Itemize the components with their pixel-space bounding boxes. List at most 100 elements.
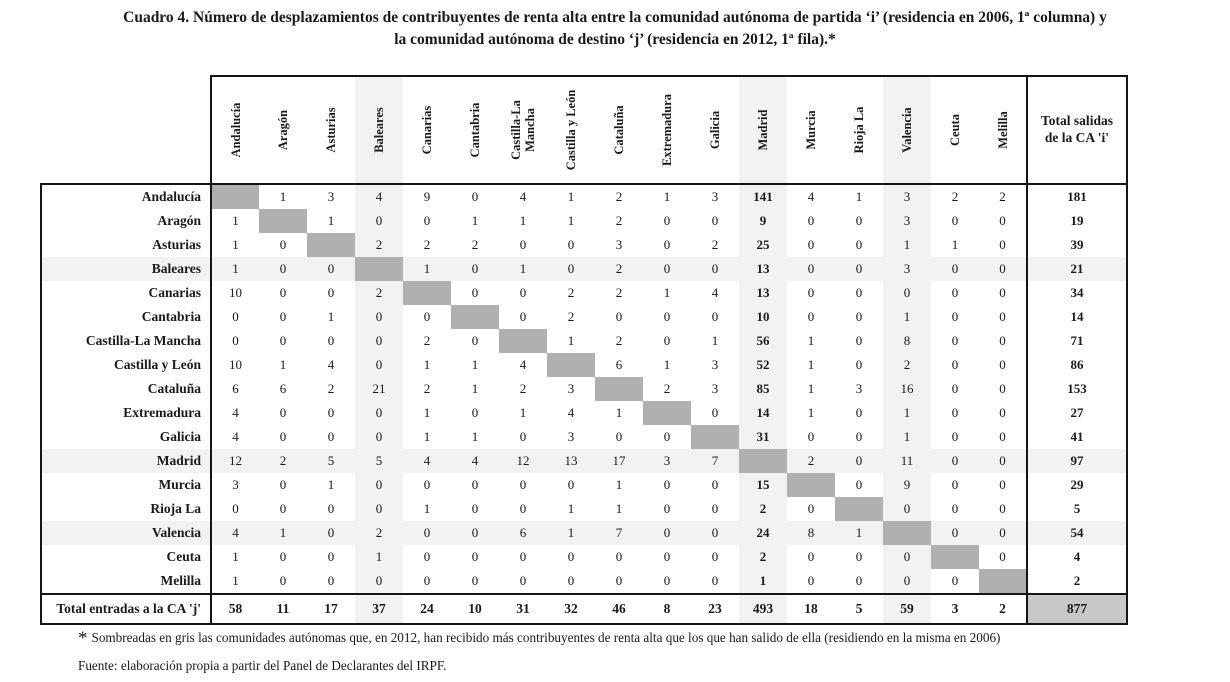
matrix-cell: 0 bbox=[663, 429, 671, 444]
matrix-cell: 1 bbox=[855, 189, 863, 204]
matrix-cell: 0 bbox=[327, 501, 335, 516]
matrix-cell: 0 bbox=[423, 477, 431, 492]
row-total-cell: 39 bbox=[1026, 233, 1128, 257]
table-row: Ceuta 1 0 0 1 0 0 0 0 0 0 0 2 0 0 0 0 4 bbox=[40, 545, 1128, 569]
matrix-cell: 0 bbox=[423, 309, 431, 324]
matrix-cell: 0 bbox=[547, 569, 595, 595]
matrix-cell: 0 bbox=[355, 401, 403, 425]
matrix-cell: 2 bbox=[951, 189, 959, 204]
matrix-cell: 10 bbox=[739, 305, 787, 329]
matrix-cell: 141 bbox=[739, 184, 787, 209]
matrix-cell: 2 bbox=[711, 237, 719, 252]
matrix-cell: 0 bbox=[931, 521, 979, 545]
matrix-cell: 0 bbox=[711, 477, 719, 492]
matrix-cell: 0 bbox=[951, 501, 959, 516]
table-caption-line1: Cuadro 4. Número de desplazamientos de c… bbox=[123, 9, 1107, 26]
matrix-cell bbox=[403, 281, 451, 305]
matrix-cell: 13 bbox=[739, 257, 787, 281]
matrix-cell: 1 bbox=[615, 501, 623, 516]
matrix-cell: 0 bbox=[327, 285, 335, 300]
matrix-cell: 2 bbox=[883, 353, 931, 377]
matrix-cell: 1 bbox=[327, 213, 335, 228]
matrix-cell: 0 bbox=[855, 309, 863, 324]
matrix-cell: 1 bbox=[615, 405, 623, 420]
column-header: Extremadura bbox=[643, 75, 691, 185]
matrix-cell: 0 bbox=[951, 477, 959, 492]
matrix-cell: 0 bbox=[951, 381, 959, 396]
row-total-cell: 19 bbox=[1026, 209, 1128, 233]
col-total-cell: 11 bbox=[259, 594, 307, 625]
col-total-cell: 5 bbox=[835, 594, 883, 625]
matrix-cell: 1 bbox=[423, 357, 431, 372]
matrix-cell: 0 bbox=[855, 429, 863, 444]
matrix-cell: 1 bbox=[663, 285, 671, 300]
table-row: Andalucía 1 3 4 9 0 4 1 2 1 3 141 4 1 3 2 2 181 bbox=[40, 183, 1128, 209]
matrix-cell: 1 bbox=[259, 521, 307, 545]
matrix-cell bbox=[499, 329, 547, 353]
matrix-cell: 2 bbox=[259, 449, 307, 473]
matrix-cell: 0 bbox=[663, 237, 671, 252]
column-header-label: Cantabria bbox=[468, 102, 482, 158]
column-header-label: Extremadura bbox=[660, 94, 674, 166]
column-header-label: Ceuta bbox=[948, 114, 962, 146]
table-row: Asturias 1 0 2 2 2 0 0 3 0 2 25 0 0 1 1 0 39 bbox=[40, 233, 1128, 257]
matrix-cell: 31 bbox=[739, 425, 787, 449]
matrix-cell: 0 bbox=[615, 549, 623, 564]
matrix-cell: 1 bbox=[471, 381, 479, 396]
matrix-cell: 3 bbox=[883, 257, 931, 281]
matrix-cell: 0 bbox=[663, 501, 671, 516]
matrix-cell: 0 bbox=[471, 477, 479, 492]
column-header-label: Valencia bbox=[900, 107, 914, 153]
matrix-cell: 14 bbox=[739, 401, 787, 425]
matrix-cell: 0 bbox=[951, 213, 959, 228]
matrix-cell: 0 bbox=[999, 213, 1006, 228]
matrix-cell: 1 bbox=[883, 233, 931, 257]
matrix-cell: 0 bbox=[855, 285, 863, 300]
matrix-cell: 0 bbox=[279, 429, 287, 444]
matrix-cell: 1 bbox=[232, 213, 239, 228]
matrix-cell: 0 bbox=[471, 501, 479, 516]
column-header: Melilla bbox=[979, 75, 1027, 185]
matrix-cell: 0 bbox=[547, 257, 595, 281]
matrix-cell: 0 bbox=[855, 333, 863, 348]
col-total-cell: 2 bbox=[979, 594, 1027, 625]
matrix-cell: 1 bbox=[807, 333, 815, 348]
matrix-cell: 0 bbox=[567, 237, 575, 252]
matrix-cell: 0 bbox=[711, 213, 719, 228]
matrix-cell: 0 bbox=[307, 569, 355, 595]
matrix-cell: 2 bbox=[739, 545, 787, 569]
matrix-cell: 0 bbox=[471, 285, 479, 300]
column-header-label: Asturias bbox=[324, 107, 338, 153]
matrix-cell: 0 bbox=[499, 569, 547, 595]
col-total-cell: 59 bbox=[883, 594, 931, 625]
matrix-cell: 6 bbox=[499, 521, 547, 545]
matrix-cell: 16 bbox=[883, 377, 931, 401]
column-header: Cantabria bbox=[451, 75, 499, 185]
row-label: Andalucía bbox=[40, 183, 212, 209]
matrix-cell: 0 bbox=[279, 501, 287, 516]
matrix-cell bbox=[211, 184, 259, 209]
matrix-cell: 0 bbox=[883, 497, 931, 521]
matrix-cell: 0 bbox=[279, 477, 287, 492]
matrix-cell: 2 bbox=[423, 237, 431, 252]
matrix-cell: 3 bbox=[883, 184, 931, 209]
matrix-cell: 3 bbox=[643, 449, 691, 473]
matrix-cell: 4 bbox=[403, 449, 451, 473]
matrix-cell: 1 bbox=[663, 189, 671, 204]
matrix-cell: 0 bbox=[279, 285, 287, 300]
matrix-cell: 1 bbox=[807, 381, 815, 396]
matrix-cell: 0 bbox=[951, 285, 959, 300]
column-header-label: Murcia bbox=[804, 110, 818, 150]
column-header: Galicia bbox=[691, 75, 739, 185]
matrix-cell: 0 bbox=[423, 213, 431, 228]
matrix-cell: 4 bbox=[711, 285, 719, 300]
total-row-label: Total entradas a la CA 'j' bbox=[40, 594, 212, 625]
matrix-cell: 4 bbox=[211, 521, 259, 545]
row-total-cell: 41 bbox=[1026, 425, 1128, 449]
matrix-cell: 0 bbox=[855, 477, 863, 492]
matrix-cell: 1 bbox=[232, 549, 239, 564]
matrix-cell bbox=[643, 401, 691, 425]
row-total-cell: 71 bbox=[1026, 329, 1128, 353]
matrix-cell: 0 bbox=[807, 501, 815, 516]
table-caption: Cuadro 4. Número de desplazamientos de c… bbox=[30, 7, 1200, 51]
